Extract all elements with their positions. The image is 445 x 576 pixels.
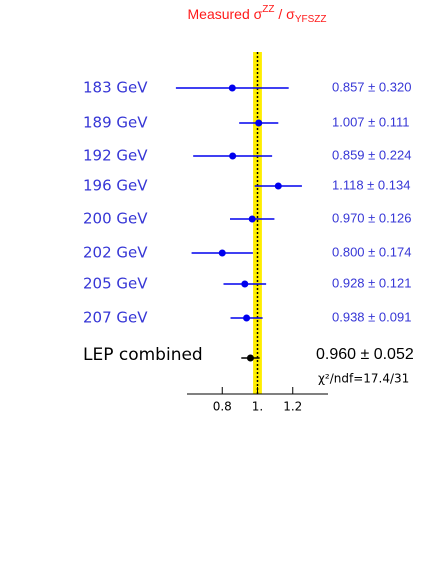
category-label: 202 GeV <box>83 244 148 262</box>
value-label: 0.928 ± 0.121 <box>332 275 411 290</box>
combined-value-label: 0.960 ± 0.052 <box>316 346 414 363</box>
value-label: 0.857 ± 0.320 <box>332 79 411 94</box>
title-sub: YFSZZ <box>295 14 327 25</box>
combined-label: LEP combined <box>83 345 203 365</box>
category-label: 200 GeV <box>83 210 148 228</box>
point <box>218 249 226 257</box>
value-label: 0.800 ± 0.174 <box>332 244 411 259</box>
title-sup: ZZ <box>262 4 274 15</box>
point <box>255 119 263 127</box>
point <box>274 182 282 190</box>
x-tick-label: 0.8 <box>213 400 232 414</box>
category-label: 192 GeV <box>83 147 148 165</box>
band <box>253 52 262 394</box>
category-label: 183 GeV <box>83 79 148 97</box>
value-label: 0.970 ± 0.126 <box>332 210 411 225</box>
category-label: 205 GeV <box>83 275 148 293</box>
point <box>248 215 256 223</box>
x-tick-label: 1. <box>252 400 263 414</box>
point <box>228 84 236 92</box>
value-label: 1.118 ± 0.134 <box>332 177 410 192</box>
title-part: / σ <box>275 6 296 22</box>
title-part: Measured σ <box>188 6 263 22</box>
category-label: 189 GeV <box>83 114 148 132</box>
value-label: 0.938 ± 0.091 <box>332 309 411 324</box>
category-label: 196 GeV <box>83 177 148 195</box>
value-label: 0.859 ± 0.224 <box>332 147 411 162</box>
x-tick-label: 1.2 <box>283 400 302 414</box>
point <box>241 280 249 288</box>
chart-title: Measured σZZ / σYFSZZ <box>188 4 327 25</box>
value-label: 1.007 ± 0.111 <box>332 114 410 129</box>
point <box>229 152 237 160</box>
point <box>243 314 251 322</box>
category-label: 207 GeV <box>83 309 148 327</box>
annotation: χ²/ndf=17.4/31 <box>318 372 409 386</box>
point <box>246 354 254 362</box>
